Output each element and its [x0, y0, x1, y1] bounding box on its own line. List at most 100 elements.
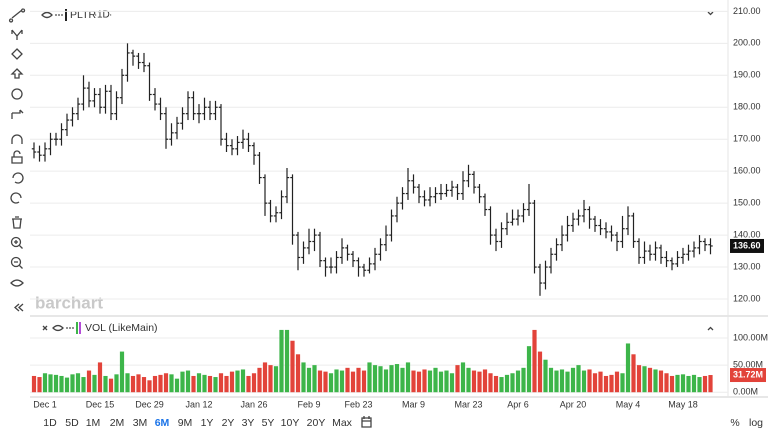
- y-tick-label: 120.00: [733, 293, 761, 303]
- symbol: PLTR: [70, 9, 96, 21]
- volume-bar: [411, 370, 416, 393]
- y2-tick-label: 50.00M: [733, 360, 763, 370]
- volume-bar: [207, 375, 213, 393]
- range-button[interactable]: 6M: [155, 417, 170, 429]
- range-button[interactable]: 5D: [65, 417, 79, 429]
- volume-bar: [213, 377, 218, 393]
- shape-tool[interactable]: [11, 48, 23, 60]
- volume-bar: [499, 377, 504, 393]
- x-tick-label: Mar 9: [402, 399, 425, 409]
- range-button[interactable]: 1M: [86, 417, 101, 429]
- zoom-in[interactable]: [10, 236, 22, 248]
- volume-bar: [691, 374, 697, 393]
- visibility[interactable]: [10, 279, 24, 287]
- zoom-out-glyph: [14, 261, 23, 269]
- volume-bar: [405, 362, 411, 393]
- volume-bar: [559, 369, 565, 393]
- x-tick-label: May 18: [668, 399, 698, 409]
- volume-bar: [383, 369, 389, 393]
- magnet-tool[interactable]: [11, 134, 23, 144]
- volume-bar: [680, 374, 686, 393]
- volume-bar: [103, 375, 108, 393]
- eye-icon[interactable]: [41, 11, 53, 19]
- range-button[interactable]: 20Y: [307, 417, 326, 429]
- volume-bar: [290, 340, 295, 393]
- trendline-tool[interactable]: [8, 8, 26, 23]
- eye-icon[interactable]: [52, 324, 64, 332]
- collapse-panel[interactable]: [707, 11, 714, 16]
- volume-bar: [301, 362, 306, 393]
- volume-bar: [372, 365, 378, 393]
- volume-bar: [653, 369, 658, 393]
- range-button[interactable]: 1D: [43, 417, 57, 429]
- date-picker[interactable]: [361, 416, 372, 428]
- range-button[interactable]: 9M: [178, 417, 193, 429]
- volume-bar: [31, 375, 37, 393]
- volume-bar: [449, 373, 455, 393]
- range-button[interactable]: 3Y: [242, 417, 255, 429]
- x-tick-label: Jan 26: [240, 399, 267, 409]
- measure-tool[interactable]: [11, 109, 24, 119]
- volume-bar: [147, 380, 152, 393]
- range-button[interactable]: Max: [332, 417, 353, 429]
- info-tool[interactable]: [11, 88, 23, 100]
- volume-bar: [658, 370, 664, 393]
- volume-bar: [631, 354, 636, 393]
- collapse-panel[interactable]: [707, 326, 714, 331]
- y-tick-label: 210.00: [733, 6, 761, 16]
- range-button[interactable]: 5Y: [262, 417, 275, 429]
- volume-bar: [42, 373, 48, 393]
- volume-bar: [306, 367, 312, 393]
- range-button[interactable]: 3M: [133, 417, 148, 429]
- volume-bar: [163, 373, 169, 393]
- range-button[interactable]: 2M: [110, 417, 125, 429]
- range-button[interactable]: 1Y: [201, 417, 214, 429]
- scale-option[interactable]: log: [749, 417, 763, 429]
- x-tick-label: Apr 20: [560, 399, 587, 409]
- volume-bar: [471, 370, 477, 393]
- volume-bar: [548, 367, 554, 393]
- volume-bar: [59, 375, 64, 393]
- volume-bar: [174, 378, 180, 393]
- lock-tool[interactable]: [11, 150, 23, 164]
- more-dots[interactable]: [66, 327, 74, 329]
- x-tick-label: Mar 23: [454, 399, 482, 409]
- volume-bar: [119, 351, 125, 393]
- volume-bar: [504, 374, 510, 393]
- close-icon[interactable]: [42, 325, 48, 331]
- volume-bar: [191, 375, 196, 393]
- range-button[interactable]: 2Y: [222, 417, 235, 429]
- fork-tool[interactable]: [11, 29, 23, 40]
- volume-bar: [312, 365, 317, 393]
- volume-bar: [416, 371, 422, 393]
- volume-bar: [433, 367, 438, 393]
- left-toolbar: [8, 8, 26, 312]
- series-swatch: [79, 322, 81, 334]
- volume-bar: [75, 373, 81, 393]
- volume-bar: [686, 375, 691, 393]
- volume-bar: [53, 374, 59, 393]
- y-tick-label: 180.00: [733, 102, 761, 112]
- volume-bar: [669, 375, 675, 393]
- redo[interactable]: [10, 192, 22, 204]
- range-button[interactable]: 10Y: [281, 417, 300, 429]
- scale-option[interactable]: %: [730, 417, 739, 429]
- interval-sep: ·: [109, 10, 112, 21]
- volume-bar: [570, 367, 576, 393]
- watermark: barchart: [35, 293, 103, 312]
- volume-bar: [92, 374, 97, 393]
- volume-bar: [576, 365, 581, 393]
- volume-bar: [246, 375, 251, 393]
- last-price-box: [730, 238, 764, 253]
- more-dots[interactable]: [55, 14, 63, 16]
- delete[interactable]: [12, 216, 22, 229]
- arrow-tool[interactable]: [10, 68, 24, 79]
- collapse-toolbar[interactable]: [14, 303, 24, 312]
- volume-bar: [647, 367, 653, 393]
- zoom-out[interactable]: [10, 256, 22, 268]
- y-tick-label: 130.00: [733, 261, 761, 271]
- volume-bar: [636, 365, 642, 393]
- undo[interactable]: [12, 172, 24, 184]
- interval: 1D: [97, 10, 110, 21]
